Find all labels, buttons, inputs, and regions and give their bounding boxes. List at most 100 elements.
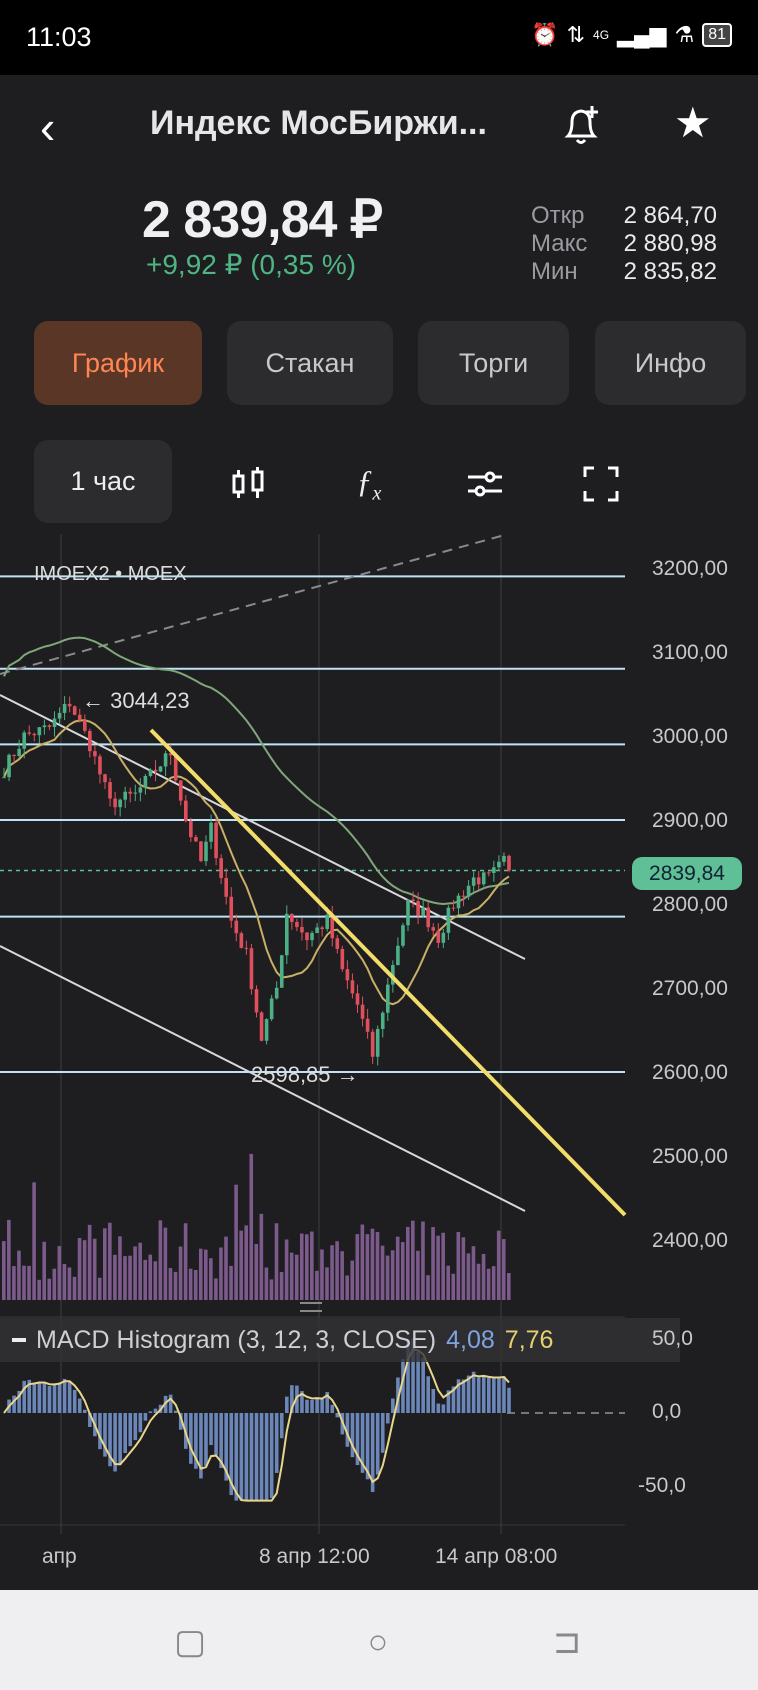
- candle: [219, 858, 223, 879]
- candle: [2, 777, 6, 779]
- candle: [22, 732, 26, 749]
- function-icon: ƒx: [356, 462, 382, 505]
- macd-bar: [487, 1377, 491, 1413]
- open-label: Откр: [531, 202, 585, 229]
- macd-bar: [204, 1413, 208, 1466]
- macd-bar: [168, 1394, 173, 1413]
- candle: [93, 751, 97, 757]
- candle: [421, 907, 425, 916]
- candle: [239, 933, 244, 948]
- volume-bar: [264, 1267, 269, 1300]
- candle: [320, 927, 324, 930]
- back-button[interactable]: ‹: [40, 101, 56, 153]
- yellow-trendline: [149, 728, 627, 1217]
- home-button[interactable]: ○: [367, 1623, 389, 1661]
- macd-bar: [274, 1413, 279, 1473]
- volume-bar: [406, 1226, 410, 1300]
- macd-bar: [380, 1413, 385, 1453]
- candle: [279, 955, 284, 988]
- system-nav-bar: ▢ ○ ⊐: [0, 1590, 758, 1690]
- macd-bar: [386, 1413, 390, 1424]
- volume-bar: [219, 1247, 223, 1300]
- battery-icon: 81: [702, 23, 732, 47]
- tab-info[interactable]: Инфо: [595, 321, 746, 405]
- macd-label: MACD Histogram (3, 12, 3, CLOSE): [36, 1325, 437, 1354]
- tab-chart[interactable]: График: [34, 321, 202, 405]
- volume-bar: [188, 1268, 193, 1300]
- macd-bar: [239, 1413, 244, 1501]
- volume-bar: [42, 1241, 46, 1300]
- volume-bar: [436, 1235, 440, 1300]
- macd-bar: [259, 1413, 264, 1501]
- macd-bar: [406, 1339, 410, 1413]
- volume-bar: [360, 1224, 365, 1300]
- macd-bar: [244, 1413, 249, 1501]
- macd-bar: [471, 1371, 476, 1413]
- candle: [67, 703, 72, 707]
- macd-bar: [133, 1413, 138, 1441]
- favorite-button[interactable]: ★: [674, 98, 712, 147]
- volume-bar: [173, 1271, 178, 1300]
- macd-bar: [27, 1379, 32, 1413]
- volume-bar: [441, 1232, 445, 1300]
- price-chart[interactable]: [0, 534, 758, 1590]
- volume-bar: [284, 1239, 289, 1300]
- candle: [446, 907, 451, 933]
- add-alert-button[interactable]: [560, 102, 604, 153]
- candle: [285, 913, 289, 956]
- candle: [264, 1019, 269, 1041]
- volume-bar: [27, 1265, 31, 1300]
- settings-button[interactable]: [463, 462, 507, 506]
- collapse-icon[interactable]: [12, 1338, 26, 1342]
- candle: [507, 855, 511, 871]
- volume-bar: [289, 1252, 294, 1300]
- candle: [178, 780, 183, 801]
- volume-bar: [52, 1268, 57, 1300]
- volume-bar: [244, 1225, 248, 1300]
- chart-type-button[interactable]: [226, 462, 270, 506]
- volume-bar: [411, 1220, 415, 1300]
- macd-bar: [279, 1413, 284, 1439]
- indicators-button[interactable]: ƒx: [347, 462, 391, 506]
- y-tick: 2600,00: [652, 1061, 728, 1084]
- volume-bar: [375, 1231, 380, 1300]
- tab-trades[interactable]: Торги: [418, 321, 569, 405]
- high-value: 2 880,98: [623, 230, 717, 257]
- volume-bar: [62, 1264, 67, 1300]
- volume-bar: [330, 1245, 334, 1300]
- candle: [184, 800, 188, 822]
- candle: [380, 1012, 385, 1029]
- volume-bar: [380, 1245, 385, 1300]
- candle: [426, 907, 430, 928]
- volume-bar: [158, 1220, 163, 1300]
- volume-bar: [183, 1223, 188, 1300]
- volume-bar: [310, 1231, 314, 1300]
- macd-bar: [350, 1413, 355, 1458]
- candle: [163, 753, 168, 767]
- pane-resize-handle[interactable]: [300, 1302, 322, 1312]
- volume-bar: [426, 1275, 430, 1300]
- fullscreen-button[interactable]: [579, 462, 623, 506]
- macd-bar: [113, 1413, 117, 1472]
- volume-bar: [279, 1271, 284, 1300]
- tab-order-book[interactable]: Стакан: [227, 321, 393, 405]
- volume-bar: [17, 1250, 21, 1300]
- candle: [194, 837, 198, 842]
- volume-bar: [92, 1238, 97, 1300]
- macd-bar: [67, 1381, 72, 1413]
- candle: [214, 822, 218, 859]
- volume-bar: [234, 1184, 238, 1300]
- y-tick: 3200,00: [652, 557, 728, 580]
- macd-bar: [47, 1386, 52, 1413]
- candle: [461, 895, 466, 897]
- candle: [481, 872, 486, 885]
- candle: [138, 787, 143, 793]
- macd-bar: [320, 1399, 324, 1413]
- back-nav-button[interactable]: ⊐: [552, 1623, 582, 1661]
- interval-button[interactable]: 1 час: [34, 440, 172, 523]
- candle: [401, 925, 405, 946]
- recent-apps-button[interactable]: ▢: [173, 1623, 207, 1661]
- volume-bar: [416, 1250, 420, 1300]
- candle: [173, 755, 178, 781]
- volume-bar: [108, 1222, 112, 1300]
